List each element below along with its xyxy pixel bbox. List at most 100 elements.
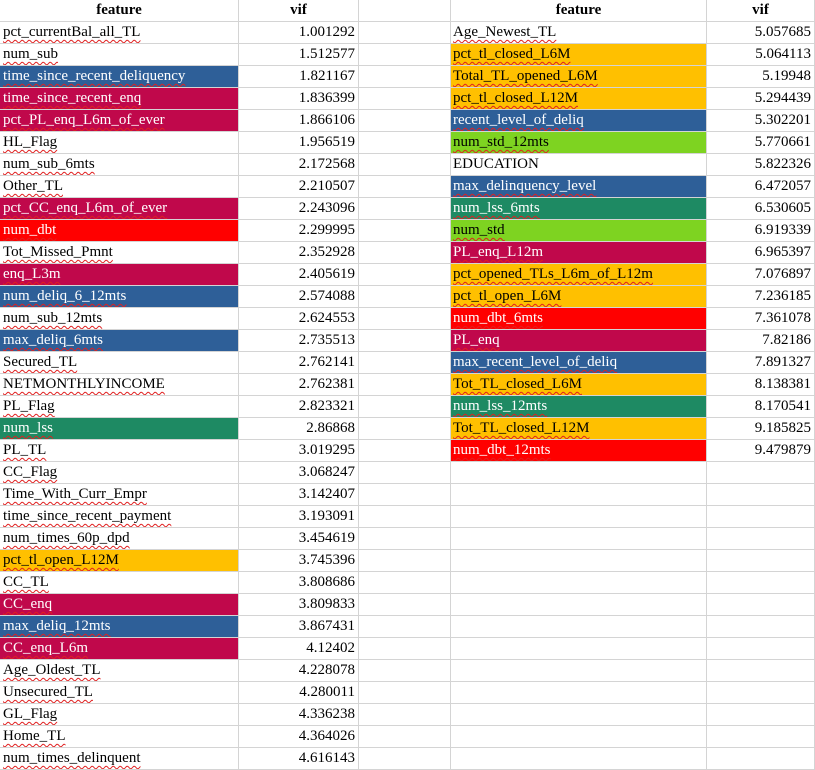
feature-cell[interactable]: num_sub_6mts — [0, 154, 239, 176]
header-feature-left[interactable]: feature — [0, 0, 239, 22]
feature-cell[interactable]: Tot_TL_closed_L12M — [451, 418, 707, 440]
empty-cell[interactable] — [707, 484, 815, 506]
feature-cell[interactable]: PL_enq — [451, 330, 707, 352]
empty-cell[interactable] — [359, 616, 451, 638]
vif-cell[interactable]: 3.019295 — [239, 440, 359, 462]
vif-cell[interactable]: 9.185825 — [707, 418, 815, 440]
feature-cell[interactable]: CC_enq_L6m — [0, 638, 239, 660]
feature-cell[interactable]: Secured_TL — [0, 352, 239, 374]
vif-cell[interactable]: 1.821167 — [239, 66, 359, 88]
vif-cell[interactable]: 2.86868 — [239, 418, 359, 440]
empty-cell[interactable] — [359, 88, 451, 110]
feature-cell[interactable]: pct_PL_enq_L6m_of_ever — [0, 110, 239, 132]
empty-cell[interactable] — [359, 682, 451, 704]
feature-cell[interactable]: num_sub — [0, 44, 239, 66]
empty-cell[interactable] — [707, 462, 815, 484]
vif-cell[interactable]: 2.823321 — [239, 396, 359, 418]
vif-cell[interactable]: 3.867431 — [239, 616, 359, 638]
vif-cell[interactable]: 4.280011 — [239, 682, 359, 704]
empty-cell[interactable] — [451, 528, 707, 550]
feature-cell[interactable]: num_times_60p_dpd — [0, 528, 239, 550]
empty-cell[interactable] — [359, 176, 451, 198]
feature-cell[interactable]: pct_currentBal_all_TL — [0, 22, 239, 44]
feature-cell[interactable]: num_std_12mts — [451, 132, 707, 154]
empty-cell[interactable] — [359, 418, 451, 440]
vif-cell[interactable]: 1.836399 — [239, 88, 359, 110]
feature-cell[interactable]: num_dbt — [0, 220, 239, 242]
empty-cell[interactable] — [359, 726, 451, 748]
feature-cell[interactable]: Time_With_Curr_Empr — [0, 484, 239, 506]
vif-cell[interactable]: 2.210507 — [239, 176, 359, 198]
feature-cell[interactable]: pct_tl_open_L6M — [451, 286, 707, 308]
empty-cell[interactable] — [359, 660, 451, 682]
empty-cell[interactable] — [707, 550, 815, 572]
empty-cell[interactable] — [359, 374, 451, 396]
empty-cell[interactable] — [451, 506, 707, 528]
empty-cell[interactable] — [451, 484, 707, 506]
empty-cell[interactable] — [707, 572, 815, 594]
feature-cell[interactable]: CC_enq — [0, 594, 239, 616]
vif-cell[interactable]: 1.956519 — [239, 132, 359, 154]
empty-cell[interactable] — [359, 528, 451, 550]
vif-cell[interactable]: 3.454619 — [239, 528, 359, 550]
empty-cell[interactable] — [359, 572, 451, 594]
empty-cell[interactable] — [451, 638, 707, 660]
feature-cell[interactable]: PL_TL — [0, 440, 239, 462]
vif-cell[interactable]: 4.616143 — [239, 748, 359, 770]
empty-cell[interactable] — [359, 198, 451, 220]
feature-cell[interactable]: Unsecured_TL — [0, 682, 239, 704]
vif-cell[interactable]: 2.172568 — [239, 154, 359, 176]
header-feature-right[interactable]: feature — [451, 0, 707, 22]
empty-cell[interactable] — [451, 572, 707, 594]
empty-cell[interactable] — [707, 748, 815, 770]
vif-cell[interactable]: 5.822326 — [707, 154, 815, 176]
vif-cell[interactable]: 4.364026 — [239, 726, 359, 748]
feature-cell[interactable]: max_delinquency_level — [451, 176, 707, 198]
vif-cell[interactable]: 6.965397 — [707, 242, 815, 264]
feature-cell[interactable]: pct_opened_TLs_L6m_of_L12m — [451, 264, 707, 286]
empty-cell[interactable] — [451, 704, 707, 726]
empty-cell[interactable] — [359, 462, 451, 484]
empty-cell[interactable] — [359, 550, 451, 572]
feature-cell[interactable]: num_dbt_12mts — [451, 440, 707, 462]
feature-cell[interactable]: pct_CC_enq_L6m_of_ever — [0, 198, 239, 220]
vif-cell[interactable]: 2.299995 — [239, 220, 359, 242]
empty-cell[interactable] — [359, 264, 451, 286]
empty-cell[interactable] — [359, 0, 451, 22]
empty-cell[interactable] — [359, 704, 451, 726]
vif-cell[interactable]: 2.762381 — [239, 374, 359, 396]
vif-cell[interactable]: 7.236185 — [707, 286, 815, 308]
vif-cell[interactable]: 2.762141 — [239, 352, 359, 374]
empty-cell[interactable] — [707, 594, 815, 616]
vif-cell[interactable]: 2.735513 — [239, 330, 359, 352]
empty-cell[interactable] — [359, 242, 451, 264]
feature-cell[interactable]: num_lss — [0, 418, 239, 440]
vif-cell[interactable]: 5.302201 — [707, 110, 815, 132]
feature-cell[interactable]: time_since_recent_payment — [0, 506, 239, 528]
empty-cell[interactable] — [359, 132, 451, 154]
vif-cell[interactable]: 7.361078 — [707, 308, 815, 330]
empty-cell[interactable] — [359, 396, 451, 418]
vif-cell[interactable]: 2.243096 — [239, 198, 359, 220]
vif-cell[interactable]: 4.228078 — [239, 660, 359, 682]
empty-cell[interactable] — [451, 550, 707, 572]
vif-cell[interactable]: 8.170541 — [707, 396, 815, 418]
vif-cell[interactable]: 7.82186 — [707, 330, 815, 352]
empty-cell[interactable] — [451, 748, 707, 770]
feature-cell[interactable]: Tot_Missed_Pmnt — [0, 242, 239, 264]
header-vif-left[interactable]: vif — [239, 0, 359, 22]
vif-cell[interactable]: 1.866106 — [239, 110, 359, 132]
feature-cell[interactable]: Age_Newest_TL — [451, 22, 707, 44]
vif-cell[interactable]: 7.076897 — [707, 264, 815, 286]
vif-cell[interactable]: 1.001292 — [239, 22, 359, 44]
vif-cell[interactable]: 3.809833 — [239, 594, 359, 616]
feature-cell[interactable]: enq_L3m — [0, 264, 239, 286]
feature-cell[interactable]: time_since_recent_deliquency — [0, 66, 239, 88]
feature-cell[interactable]: Total_TL_opened_L6M — [451, 66, 707, 88]
empty-cell[interactable] — [707, 660, 815, 682]
feature-cell[interactable]: Age_Oldest_TL — [0, 660, 239, 682]
vif-cell[interactable]: 3.808686 — [239, 572, 359, 594]
feature-cell[interactable]: max_deliq_6mts — [0, 330, 239, 352]
vif-cell[interactable]: 9.479879 — [707, 440, 815, 462]
feature-cell[interactable]: num_deliq_6_12mts — [0, 286, 239, 308]
